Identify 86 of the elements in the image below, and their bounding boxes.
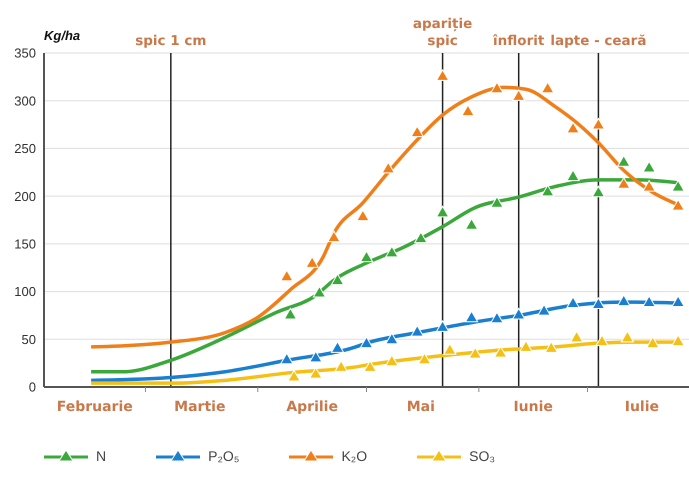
y-tick-label: 150 (14, 236, 36, 252)
point (490, 196, 504, 208)
point (642, 296, 656, 308)
point (436, 69, 450, 81)
point (382, 162, 395, 174)
point (461, 104, 475, 116)
point (468, 347, 482, 359)
legend-label: SO₃ (469, 448, 496, 464)
y-tick-label: 350 (14, 46, 36, 61)
point (410, 126, 424, 138)
point (360, 336, 374, 348)
x-tick-label: Mai (406, 399, 435, 415)
legend-label: K₂O (341, 448, 368, 464)
point (592, 297, 605, 309)
point (385, 332, 398, 344)
point (617, 177, 630, 189)
point (617, 294, 630, 306)
point (360, 250, 374, 262)
point (620, 330, 634, 342)
x-tick-label: Aprilie (286, 399, 338, 415)
point (519, 340, 533, 352)
point (306, 256, 319, 268)
point (418, 352, 432, 364)
point (490, 312, 504, 324)
point (385, 246, 398, 258)
point (443, 343, 456, 355)
point (330, 274, 344, 286)
ref-line-label: apariție spic (412, 16, 472, 49)
point (490, 82, 504, 94)
point (410, 325, 424, 337)
y-tick-label: 250 (14, 141, 36, 156)
y-tick-label: 50 (22, 332, 36, 347)
ref-line-label: înflorit (492, 33, 545, 49)
point (280, 352, 294, 364)
point (672, 199, 685, 211)
point (414, 232, 428, 244)
point (284, 308, 297, 320)
y-tick-label: 200 (14, 188, 36, 204)
point (672, 334, 685, 346)
point (672, 180, 685, 192)
point (364, 360, 377, 372)
point (570, 330, 584, 342)
point (646, 336, 660, 348)
x-tick-label: Iulie (624, 399, 660, 415)
point (672, 296, 685, 308)
point (566, 296, 580, 308)
y-tick-label: 0 (28, 380, 36, 395)
point (436, 206, 450, 218)
x-tick-label: Martie (174, 399, 226, 415)
point (334, 360, 348, 372)
y-tick-label: 300 (14, 93, 36, 108)
point (327, 230, 340, 242)
point (309, 350, 322, 362)
point (566, 170, 580, 182)
point (512, 308, 526, 320)
point (385, 354, 398, 366)
point (465, 218, 478, 230)
point (494, 346, 508, 358)
x-tick-label: Iunie (513, 399, 553, 415)
point (465, 310, 478, 322)
y-tick-label: 100 (14, 284, 36, 300)
point (642, 160, 656, 172)
ref-line-label: spic 1 cm (135, 33, 206, 49)
y-axis-title: Kg/ha (44, 28, 80, 43)
point (566, 122, 580, 134)
point (287, 370, 301, 382)
point (280, 270, 294, 282)
x-tick-label: Februarie (56, 399, 133, 415)
legend-label: N (96, 448, 106, 464)
point (544, 341, 558, 353)
point (356, 210, 370, 222)
point (512, 89, 526, 101)
point (592, 118, 605, 130)
point (330, 341, 344, 353)
legend-label: P₂O₅ (208, 448, 240, 464)
point (592, 186, 605, 198)
point (312, 286, 326, 298)
point (617, 155, 630, 167)
point (541, 82, 554, 94)
point (541, 184, 554, 196)
point (642, 180, 656, 192)
point (436, 320, 450, 332)
point (537, 304, 551, 316)
ref-line-label: lapte - ceară (550, 33, 646, 49)
point (595, 334, 609, 346)
point (309, 367, 322, 379)
